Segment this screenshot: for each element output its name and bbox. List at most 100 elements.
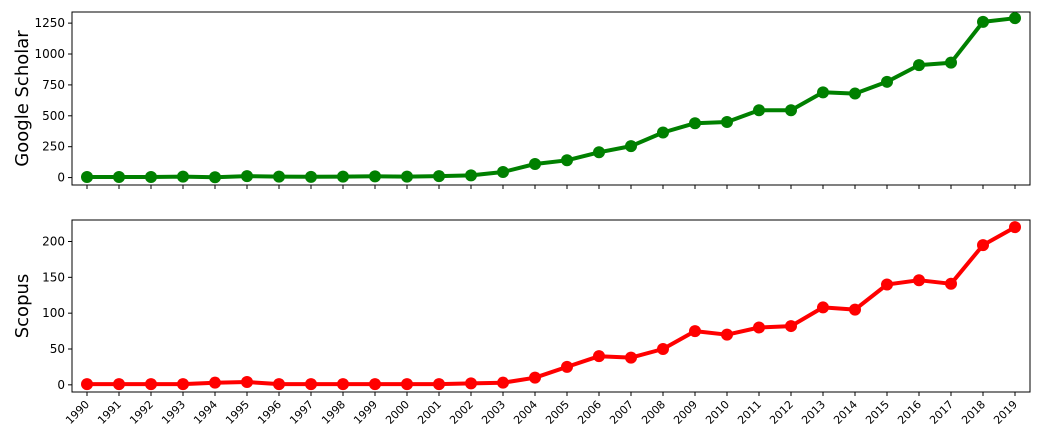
y-tick-label: 150 <box>42 270 65 284</box>
x-tick-label: 2009 <box>671 398 700 427</box>
scopus-point-1996 <box>273 378 285 391</box>
scopus-point-1990 <box>81 378 93 391</box>
x-tick-label: 2006 <box>575 398 604 427</box>
scopus-point-2006 <box>593 350 605 363</box>
google-scholar-point-2011 <box>753 104 765 117</box>
google-scholar-point-2012 <box>785 104 797 117</box>
scopus-point-2007 <box>625 351 637 364</box>
scopus-point-2019 <box>1009 221 1021 234</box>
scopus-point-2011 <box>753 321 765 334</box>
scopus-point-2005 <box>561 360 573 373</box>
scopus-point-1995 <box>241 375 253 388</box>
scopus-point-1994 <box>209 376 221 389</box>
scopus-point-2014 <box>849 303 861 316</box>
x-tick-label: 2007 <box>607 398 636 427</box>
google-scholar-point-2001 <box>433 170 445 183</box>
google-scholar-point-1996 <box>273 170 285 183</box>
x-tick-label: 1991 <box>95 398 124 427</box>
x-tick-label: 2010 <box>703 398 732 427</box>
google-scholar-point-1994 <box>209 171 221 184</box>
x-tick-label: 1990 <box>63 398 92 427</box>
y-tick-label: 0 <box>57 378 65 392</box>
google-scholar-point-2014 <box>849 87 861 100</box>
scopus-point-2004 <box>529 371 541 384</box>
x-tick-label: 2012 <box>767 398 796 427</box>
google-scholar-point-2017 <box>945 56 957 69</box>
google-scholar-point-1992 <box>145 170 157 183</box>
x-tick-label: 2003 <box>479 398 508 427</box>
google-scholar-point-2016 <box>913 59 925 72</box>
y-tick-label: 500 <box>42 109 65 123</box>
scopus-point-2002 <box>465 377 477 390</box>
y-tick-label: 250 <box>42 140 65 154</box>
google-scholar-point-2019 <box>1009 12 1021 25</box>
y-tick-label: 0 <box>57 171 65 185</box>
x-tick-label: 2001 <box>415 398 444 427</box>
x-tick-label: 2019 <box>991 398 1020 427</box>
google-scholar-point-2003 <box>497 166 509 179</box>
scopus-point-2018 <box>977 239 989 252</box>
google-scholar-point-2018 <box>977 15 989 28</box>
google-scholar-point-2007 <box>625 140 637 153</box>
x-tick-label: 1999 <box>351 398 380 427</box>
y-tick-label: 100 <box>42 306 65 320</box>
google-scholar-point-1997 <box>305 170 317 183</box>
x-tick-label: 1998 <box>319 398 348 427</box>
scopus-point-2010 <box>721 328 733 341</box>
scopus-panel: 0 50 100 150 200 1990 1991 1992 1993 1994 1995 1996… <box>12 219 1031 427</box>
scopus-point-1991 <box>113 378 125 391</box>
scopus-point-2009 <box>689 325 701 338</box>
google-scholar-point-2004 <box>529 157 541 170</box>
x-tick-label: 2004 <box>511 398 540 427</box>
google-scholar-point-2006 <box>593 146 605 159</box>
x-tick-label: 1993 <box>159 398 188 427</box>
google-scholar-point-1990 <box>81 170 93 183</box>
scopus-point-2003 <box>497 376 509 389</box>
scopus-point-1992 <box>145 378 157 391</box>
scopus-point-1998 <box>337 378 349 391</box>
google-scholar-point-2008 <box>657 126 669 139</box>
google-scholar-point-2015 <box>881 75 893 88</box>
x-tick-label: 2008 <box>639 398 668 427</box>
x-tick-label: 2005 <box>543 398 572 427</box>
x-tick-label: 2017 <box>927 398 956 427</box>
scopus-point-2016 <box>913 274 925 287</box>
x-tick-label: 1995 <box>223 398 252 427</box>
scopus-point-2008 <box>657 343 669 355</box>
x-tick-label: 2002 <box>447 398 476 427</box>
x-tick-label: 2000 <box>383 398 412 427</box>
x-tick-label: 1992 <box>127 398 156 427</box>
x-tick-label: 2014 <box>831 398 860 427</box>
scopus-point-2013 <box>817 301 829 314</box>
x-tick-label: 2016 <box>895 398 924 427</box>
scopus-series-line <box>87 225 1016 387</box>
google-scholar-point-2002 <box>465 169 477 182</box>
scopus-point-2001 <box>433 378 445 391</box>
google-scholar-series-line <box>87 16 1016 180</box>
y-tick-label: 1000 <box>34 47 65 61</box>
x-tick-label: 1994 <box>191 398 220 427</box>
scopus-point-1997 <box>305 378 317 391</box>
scopus-point-1999 <box>369 378 381 391</box>
google-scholar-point-1998 <box>337 170 349 183</box>
google-scholar-point-2000 <box>401 170 413 183</box>
x-tick-label: 2013 <box>799 398 828 427</box>
google-scholar-point-1999 <box>369 170 381 183</box>
scopus-point-1993 <box>177 378 189 391</box>
scopus-point-2017 <box>945 277 957 290</box>
google-scholar-point-1993 <box>177 170 189 183</box>
google-scholar-point-2005 <box>561 154 573 167</box>
scopus-point-2000 <box>401 378 413 391</box>
x-tick-label: 2018 <box>959 398 988 427</box>
y-axis-label: Scopus <box>12 274 33 339</box>
y-tick-label: 50 <box>50 342 65 356</box>
axes-frame <box>71 11 1031 186</box>
google-scholar-point-2010 <box>721 115 733 128</box>
y-tick-label: 1250 <box>34 16 65 30</box>
y-tick-label: 200 <box>42 235 65 249</box>
google-scholar-point-1995 <box>241 170 253 183</box>
y-tick-label: 750 <box>42 78 65 92</box>
scopus-point-2015 <box>881 278 893 291</box>
